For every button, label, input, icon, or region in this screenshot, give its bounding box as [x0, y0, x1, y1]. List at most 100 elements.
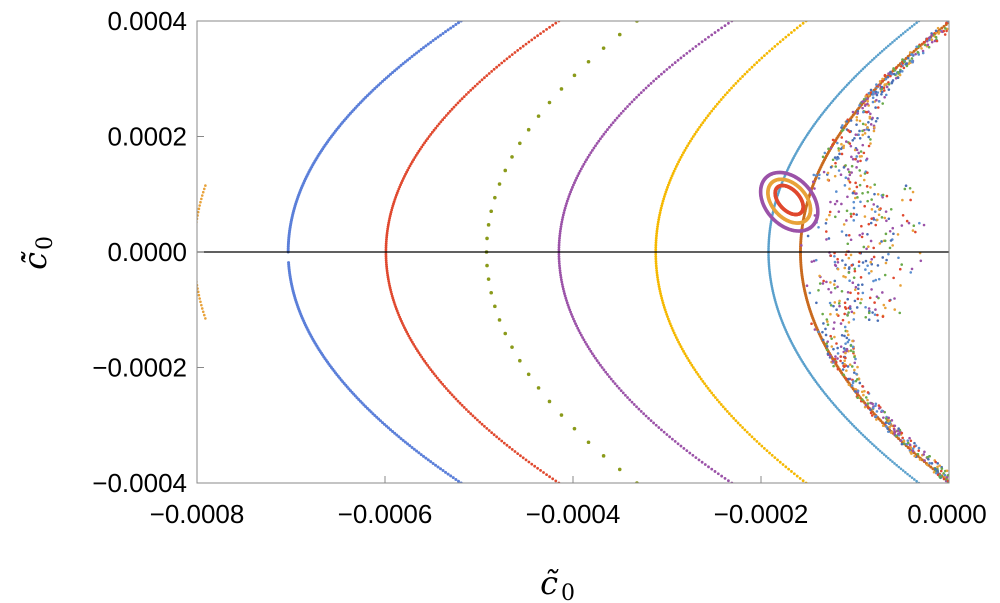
data-point — [471, 414, 475, 418]
chaotic-point — [833, 279, 837, 283]
chaotic-point — [887, 217, 891, 221]
data-point — [385, 265, 389, 269]
chaotic-point — [934, 29, 938, 33]
data-point — [390, 208, 394, 212]
data-point — [609, 123, 613, 127]
chaotic-point — [859, 276, 863, 279]
chaotic-point — [833, 321, 836, 324]
data-point — [801, 479, 805, 483]
data-point — [850, 423, 854, 426]
data-point — [849, 80, 852, 83]
data-point — [430, 370, 434, 374]
data-point — [408, 336, 412, 340]
data-point — [668, 435, 671, 439]
data-point — [406, 332, 410, 336]
data-point — [502, 441, 506, 445]
data-point — [707, 465, 710, 469]
data-point — [654, 259, 658, 263]
chaotic-point — [933, 39, 937, 43]
data-point — [730, 414, 733, 418]
data-point — [595, 142, 599, 145]
data-point — [460, 403, 464, 407]
data-point — [694, 45, 698, 48]
data-point — [693, 132, 697, 136]
chaotic-point — [817, 176, 821, 180]
data-point — [410, 55, 414, 59]
chaotic-point — [825, 238, 828, 241]
chaotic-point — [844, 275, 847, 279]
chaotic-point — [922, 453, 925, 456]
data-point — [558, 266, 562, 270]
data-point — [817, 383, 820, 387]
data-point — [545, 473, 548, 476]
chaotic-point — [855, 185, 859, 189]
chaotic-point — [866, 391, 870, 394]
chaotic-point — [858, 381, 862, 385]
data-point — [721, 95, 725, 99]
data-point — [559, 273, 563, 277]
data-point — [830, 399, 833, 403]
chaotic-point — [845, 377, 849, 381]
data-point — [390, 206, 394, 210]
data-point — [819, 113, 823, 117]
data-point — [490, 70, 494, 73]
chaotic-point — [862, 178, 866, 182]
chaotic-point — [847, 338, 851, 342]
data-point — [397, 65, 401, 69]
data-point — [790, 470, 793, 473]
chaotic-point — [865, 185, 869, 188]
data-point — [847, 419, 851, 423]
data-point — [526, 127, 531, 132]
data-point — [654, 236, 658, 240]
chaotic-point — [896, 76, 900, 80]
chaotic-point — [837, 302, 841, 305]
data-point — [671, 172, 675, 175]
data-point — [385, 267, 389, 271]
chaotic-point — [911, 53, 914, 56]
chaotic-point — [880, 85, 884, 89]
data-point — [508, 445, 511, 449]
chaotic-point — [861, 398, 864, 402]
data-point — [436, 465, 440, 469]
chaotic-point — [876, 319, 880, 322]
chaotic-point — [835, 313, 839, 316]
data-point — [600, 366, 604, 369]
chaotic-point — [936, 26, 940, 30]
chaotic-point — [903, 60, 906, 64]
data-point — [792, 28, 796, 32]
chaotic-point — [857, 260, 861, 264]
chaotic-point — [832, 347, 835, 351]
svg-text:c̃: c̃ — [540, 564, 559, 602]
data-point — [394, 196, 397, 199]
chaotic-point — [900, 263, 904, 266]
data-point — [684, 354, 688, 358]
chaotic-point — [936, 465, 939, 469]
data-point — [833, 403, 836, 407]
chaotic-point — [943, 33, 947, 36]
chaotic-point — [864, 268, 867, 271]
chaotic-point — [841, 259, 844, 262]
chaotic-point — [875, 295, 879, 298]
chaotic-point — [866, 264, 869, 267]
chaotic-point — [918, 221, 921, 225]
chaotic-point — [945, 469, 949, 473]
data-point — [741, 75, 744, 78]
chaotic-point — [880, 92, 883, 96]
data-point — [193, 244, 196, 247]
chaotic-point — [851, 110, 855, 114]
data-point — [533, 464, 537, 468]
data-point — [557, 262, 561, 265]
data-point — [720, 474, 724, 478]
data-point — [673, 61, 677, 64]
chaotic-point — [940, 467, 944, 470]
chaotic-point — [833, 174, 837, 178]
chaotic-point — [853, 368, 856, 372]
chaotic-point — [870, 258, 874, 261]
data-point — [696, 128, 700, 131]
data-point — [660, 204, 664, 208]
chaotic-point — [855, 192, 858, 195]
data-point — [665, 68, 669, 71]
data-point — [371, 412, 375, 416]
data-point — [436, 376, 439, 380]
data-point — [437, 122, 441, 126]
